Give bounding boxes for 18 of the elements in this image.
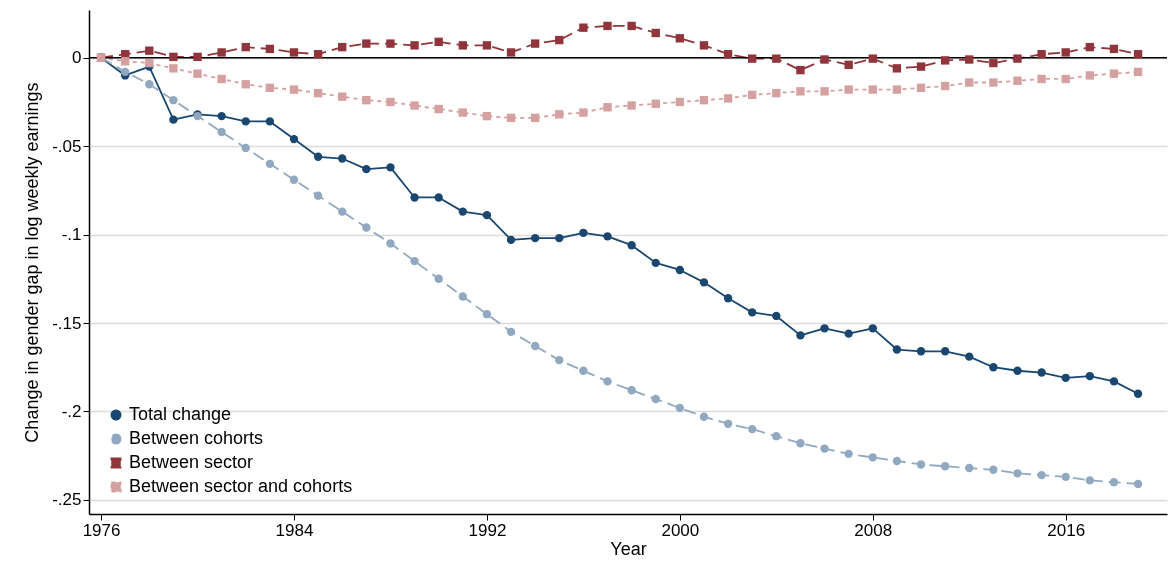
y-tick-label: -.15 (52, 313, 82, 333)
legend-label: Between sector and cohorts (129, 476, 353, 496)
x-tick-label: 1984 (275, 520, 314, 540)
legend-label: Between cohorts (129, 428, 264, 448)
legend-label: Total change (129, 404, 232, 424)
y-tick-label: -.2 (61, 401, 82, 421)
x-tick-label: 2008 (854, 520, 893, 540)
x-tick-label: 1992 (468, 520, 507, 540)
y-tick-label: -.25 (52, 490, 82, 510)
y-tick-label: -.05 (52, 136, 82, 156)
y-axis-title: Change in gender gap in log weekly earnings (22, 82, 43, 443)
x-axis-title: Year (610, 538, 647, 559)
x-tick-label: 2000 (661, 520, 700, 540)
legend-label: Between sector (129, 452, 254, 472)
x-tick-label: 1976 (82, 520, 121, 540)
x-tick-label: 2016 (1047, 520, 1086, 540)
y-tick-label: 0 (72, 48, 82, 68)
y-tick-label: -.1 (61, 225, 82, 245)
